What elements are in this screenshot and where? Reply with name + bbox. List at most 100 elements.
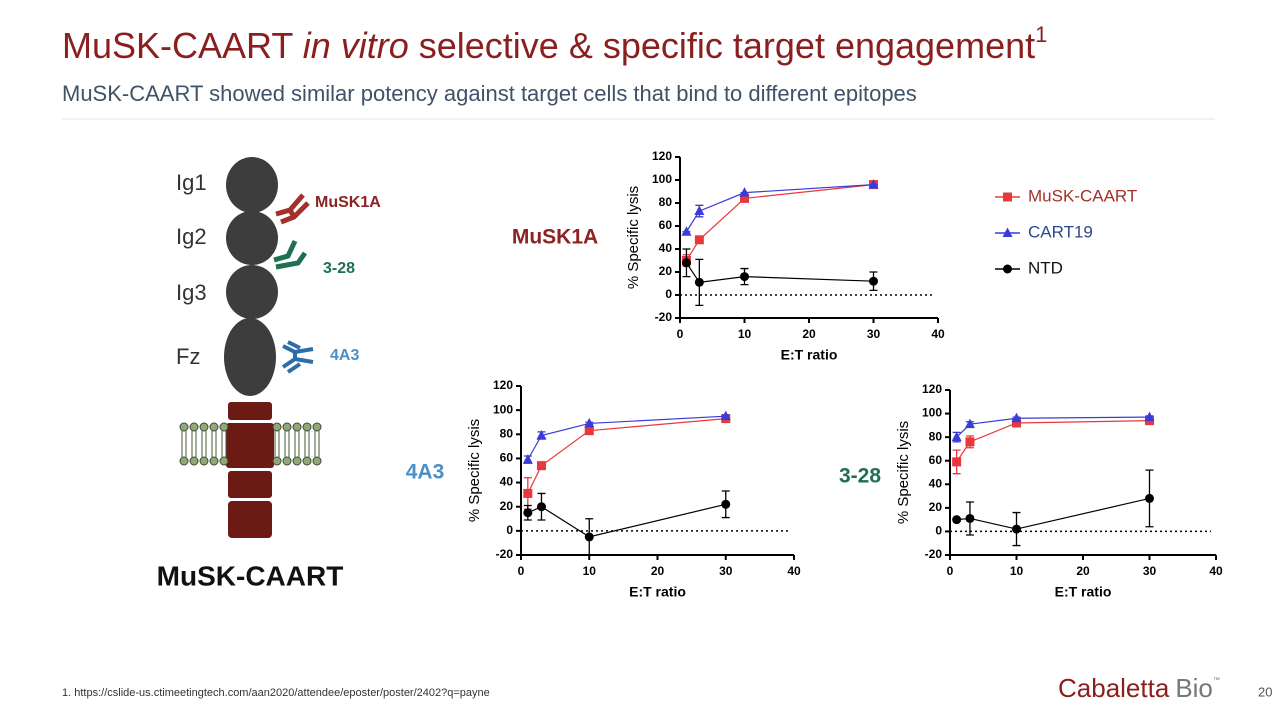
y-tick-label: 20 — [929, 500, 943, 514]
marker — [584, 532, 594, 542]
y-tick-label: 80 — [659, 195, 673, 209]
y-axis-label: % Specific lysis — [625, 186, 642, 289]
marker — [951, 431, 962, 442]
y-tick-label: 80 — [500, 426, 514, 440]
series-line — [527, 415, 726, 460]
x-tick-label: 10 — [1010, 564, 1024, 578]
series-line — [527, 503, 726, 538]
y-tick-label: -20 — [496, 547, 514, 561]
subtitle: MuSK-CAART showed similar potency agains… — [62, 81, 917, 106]
marker — [584, 417, 595, 428]
x-axis-label: E:T ratio — [1055, 584, 1112, 600]
x-tick-label: 20 — [1076, 564, 1090, 578]
x-tick-label: 0 — [518, 564, 525, 578]
marker — [681, 226, 692, 236]
y-tick-label: 60 — [659, 218, 673, 232]
marker — [536, 429, 547, 440]
y-tick-label: 60 — [500, 451, 514, 465]
logo-mark: ™ — [1213, 677, 1220, 684]
x-axis-label: E:T ratio — [629, 584, 686, 600]
series-line — [685, 184, 874, 261]
x-tick-label: 20 — [651, 564, 665, 578]
title-sup: 1 — [1035, 22, 1047, 47]
y-tick-label: 120 — [493, 378, 513, 392]
y-tick-label: 100 — [493, 402, 513, 416]
domain-label: Ig1 — [176, 170, 207, 195]
marker — [868, 179, 879, 189]
domain-shape — [226, 211, 278, 265]
marker — [536, 502, 546, 512]
marker — [584, 426, 594, 436]
series-line — [956, 420, 1150, 463]
y-tick-label: 20 — [500, 499, 514, 513]
title-part: selective & specific target engagement — [409, 25, 1035, 66]
x-tick-label: 30 — [1143, 564, 1157, 578]
marker — [1144, 411, 1155, 422]
logo-suffix: Bio — [1175, 673, 1213, 703]
domain-label: Ig2 — [176, 224, 207, 249]
y-tick-label: 20 — [659, 264, 673, 278]
x-tick-label: 40 — [1209, 564, 1223, 578]
x-tick-label: 0 — [677, 327, 684, 341]
marker — [694, 277, 704, 287]
y-tick-label: 0 — [935, 524, 942, 538]
chart-label: 3-28 — [839, 465, 881, 488]
marker — [536, 461, 546, 471]
series-line — [685, 262, 874, 283]
antibody-label: 4A3 — [330, 347, 359, 364]
title-part: MuSK-CAART — [62, 25, 303, 66]
y-tick-label: 0 — [665, 287, 672, 301]
y-tick-label: 100 — [652, 172, 672, 186]
car-blocks — [226, 402, 274, 538]
series-line — [956, 497, 1150, 530]
marker — [869, 276, 878, 286]
x-tick-label: 30 — [719, 564, 733, 578]
antibody-label: 3-28 — [323, 260, 355, 277]
page-number: 20 — [1258, 684, 1272, 699]
x-axis-label: E:T ratio — [781, 347, 838, 363]
marker — [522, 454, 533, 464]
chart-label: MuSK1A — [512, 226, 598, 249]
domain-shape — [224, 318, 276, 396]
y-tick-label: 40 — [659, 241, 673, 255]
marker — [964, 418, 975, 429]
domain-shape — [226, 157, 278, 213]
series-line — [956, 416, 1150, 438]
legend-marker — [1002, 227, 1013, 237]
marker — [965, 513, 975, 523]
construct-label: MuSK-CAART — [157, 560, 344, 591]
legend-marker — [1003, 264, 1012, 274]
marker — [952, 457, 962, 467]
marker — [681, 258, 691, 268]
marker — [721, 499, 731, 509]
x-tick-label: 20 — [802, 327, 816, 341]
domain-label: Fz — [176, 344, 200, 369]
antibody-3-28 — [273, 239, 308, 270]
marker — [1011, 412, 1022, 423]
x-tick-label: 40 — [931, 327, 945, 341]
marker — [965, 437, 975, 447]
marker — [740, 272, 749, 282]
y-tick-label: 0 — [506, 523, 513, 537]
x-tick-label: 0 — [947, 564, 954, 578]
domain-shape — [226, 265, 278, 319]
x-tick-label: 10 — [583, 564, 597, 578]
marker — [1012, 524, 1021, 534]
legend-marker — [1003, 192, 1012, 202]
y-tick-label: 120 — [652, 149, 672, 163]
y-axis-label: % Specific lysis — [895, 421, 912, 524]
y-tick-label: 80 — [929, 429, 943, 443]
y-tick-label: -20 — [925, 547, 943, 561]
marker — [523, 508, 533, 518]
marker — [694, 235, 704, 245]
legend-label: CART19 — [1028, 222, 1093, 241]
y-axis-label: % Specific lysis — [466, 419, 483, 522]
x-tick-label: 40 — [787, 564, 801, 578]
title-italic: in vitro — [303, 25, 409, 66]
footnote: 1. https://cslide-us.ctimeetingtech.com/… — [62, 687, 490, 699]
domain-label: Ig3 — [176, 280, 207, 305]
series-line — [527, 417, 726, 494]
